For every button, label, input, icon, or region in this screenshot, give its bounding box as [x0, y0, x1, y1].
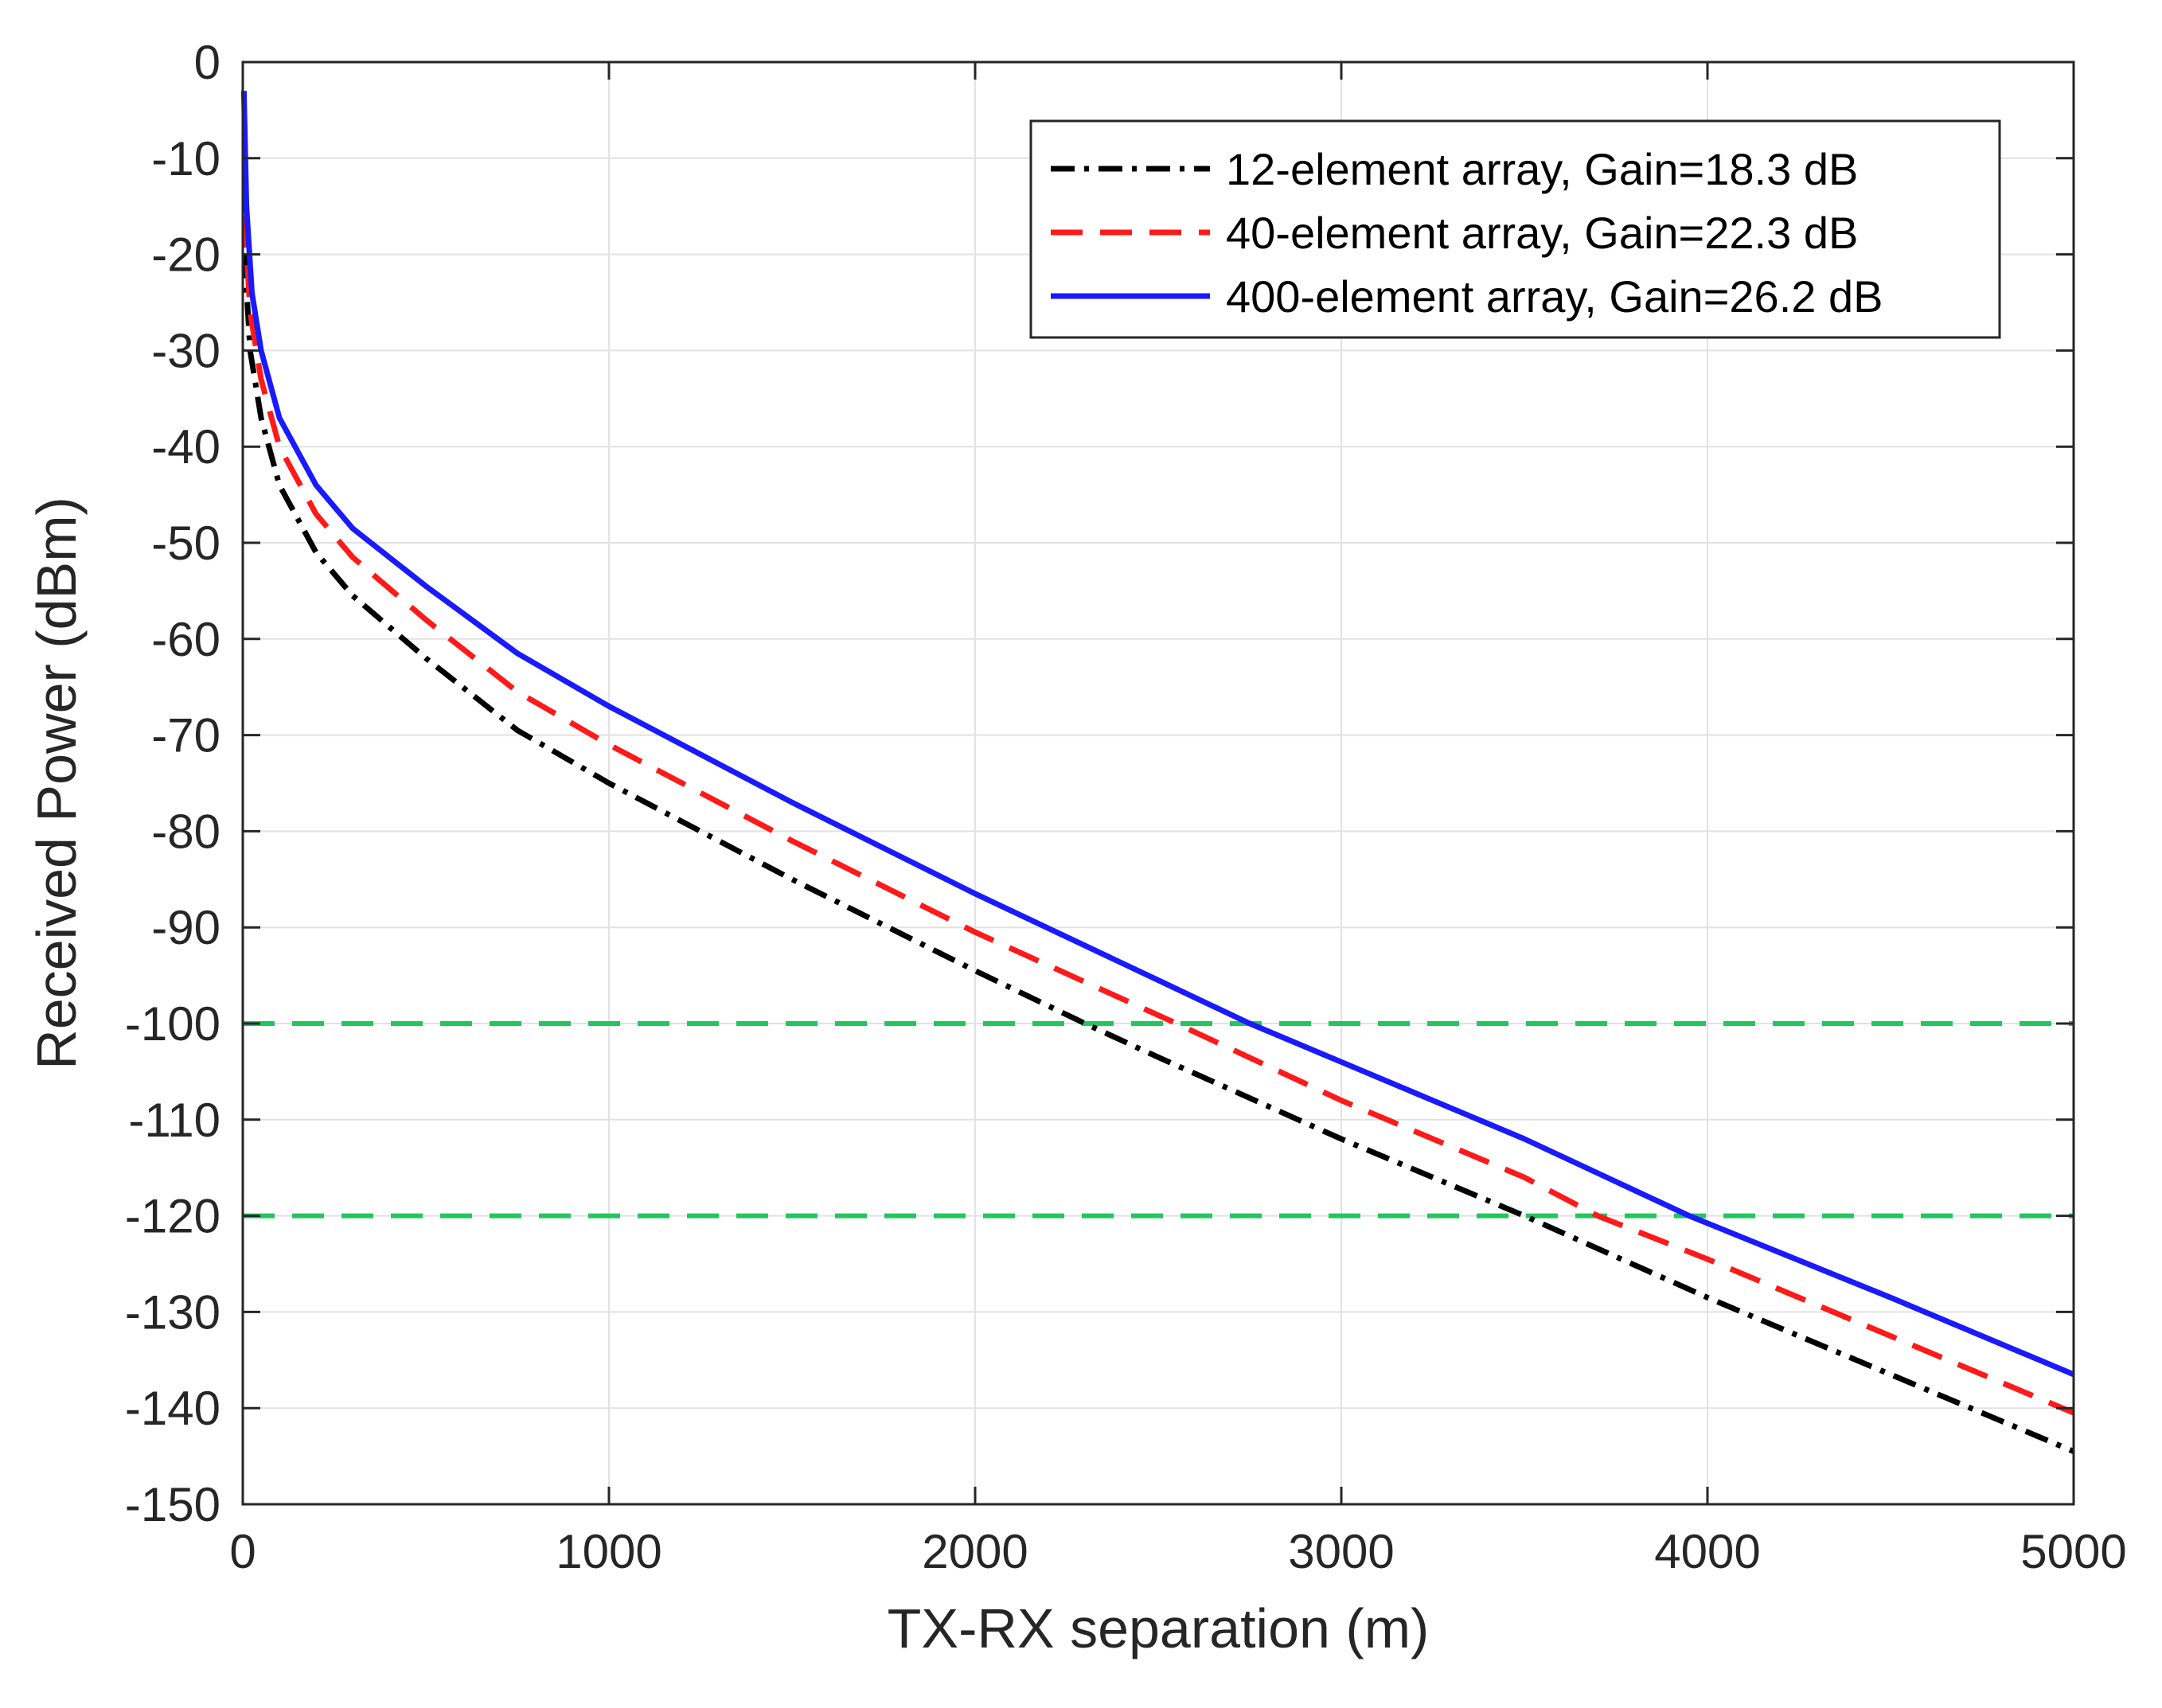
series-line-1 [241, 216, 2075, 1416]
y-tick-label: -30 [151, 324, 220, 377]
series-line-0 [241, 254, 2075, 1454]
legend-label-2: 400-element array, Gain=26.2 dB [1226, 271, 1883, 322]
x-tick-label: 0 [229, 1525, 256, 1578]
plot-frame [241, 60, 2075, 1506]
y-axis-label: Received Power (dBm) [25, 497, 88, 1070]
y-tick-label: -100 [125, 997, 220, 1051]
legend-label-0: 12-element array, Gain=18.3 dB [1226, 144, 1858, 194]
y-tick-label: -80 [151, 805, 220, 858]
legend-box [1029, 119, 2001, 339]
y-tick-label: -70 [151, 709, 220, 762]
series-line-2 [240, 91, 2075, 1378]
y-tick-label: -50 [151, 517, 220, 570]
x-tick-label: 3000 [1288, 1525, 1394, 1578]
y-tick-label: 0 [194, 36, 220, 89]
legend: 12-element array, Gain=18.3 dB 40-element… [1029, 119, 2001, 339]
y-tick-label: -140 [125, 1382, 220, 1435]
y-tick-label: -40 [151, 420, 220, 474]
x-tick-label: 5000 [2020, 1525, 2126, 1578]
x-tick-label: 2000 [922, 1525, 1028, 1578]
x-tick-label: 4000 [1654, 1525, 1760, 1578]
y-tick-label: -110 [128, 1094, 220, 1147]
data-series [240, 91, 2075, 1454]
y-tick-label: -120 [125, 1190, 220, 1243]
x-axis-label: TX-RX separation (m) [888, 1597, 1430, 1659]
x-tick-label: 1000 [556, 1525, 661, 1578]
legend-label-1: 40-element array, Gain=22.3 dB [1226, 208, 1858, 258]
reference-lines [243, 1021, 2074, 1219]
y-tick-label: -90 [151, 901, 220, 954]
y-tick-label: -10 [151, 132, 220, 185]
axis-ticks: 0 1000 2000 3000 4000 5000 0 -10 -20 -30 -40 -50 -60… [125, 36, 2127, 1578]
y-tick-label: -130 [125, 1285, 220, 1339]
y-tick-label: -60 [151, 613, 220, 666]
y-tick-label: -20 [151, 228, 220, 282]
y-tick-label: -150 [125, 1478, 220, 1531]
